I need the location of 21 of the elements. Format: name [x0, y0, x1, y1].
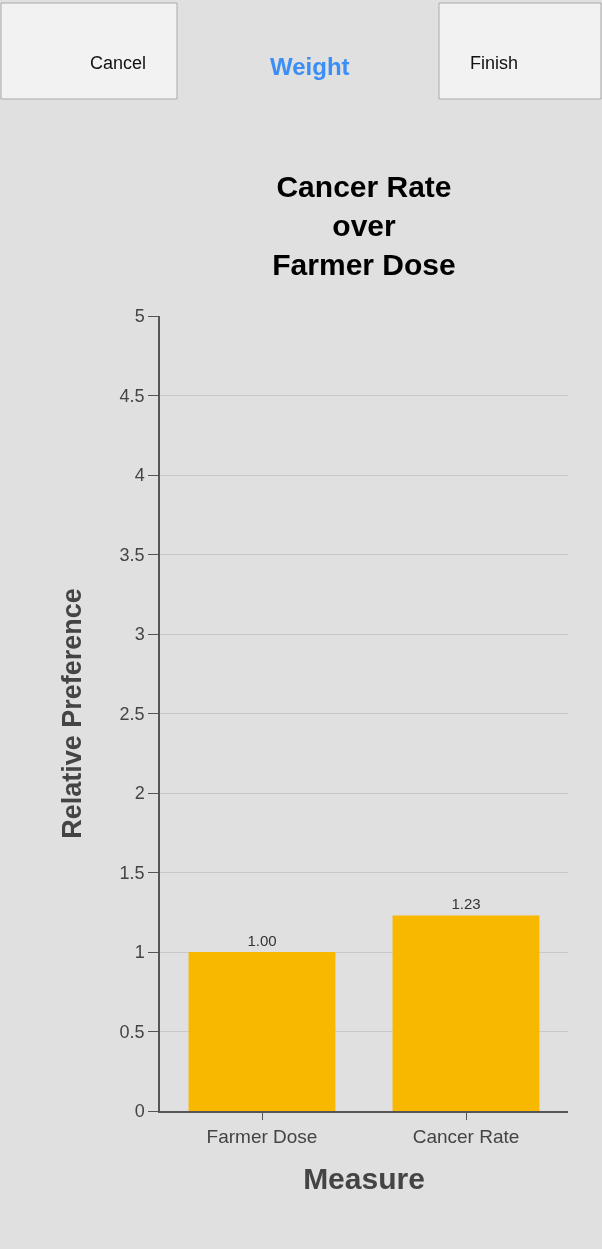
y-tick-label: 1.5: [119, 862, 145, 883]
x-axis-title: Measure: [303, 1161, 425, 1195]
y-tick-label: 3: [134, 624, 145, 645]
y-tick-label: 2.5: [119, 703, 145, 724]
y-tick-label: 4.5: [119, 385, 145, 406]
text: Weight: [270, 53, 350, 80]
y-tick-label: 5: [134, 306, 145, 327]
x-tick-label: Cancer Rate: [412, 1125, 520, 1147]
y-tick-label: 4: [134, 465, 145, 486]
y-tick-label: 0.5: [119, 1021, 145, 1042]
y-tick-label: 1: [134, 942, 145, 963]
y-axis-title: Relative Preference: [57, 588, 88, 839]
text: Cancel: [90, 53, 147, 73]
data-label: 1.23: [451, 895, 481, 913]
text: Finish: [470, 53, 519, 73]
y-tick-label: 2: [134, 783, 145, 804]
x-tick-label: Farmer Dose: [206, 1125, 318, 1147]
data-label: 1.00: [247, 932, 277, 949]
chart-title: Cancer Rate over Farmer Dose: [272, 170, 456, 281]
y-tick-label: 0: [134, 1101, 145, 1122]
y-tick-label: 3.5: [119, 544, 145, 565]
